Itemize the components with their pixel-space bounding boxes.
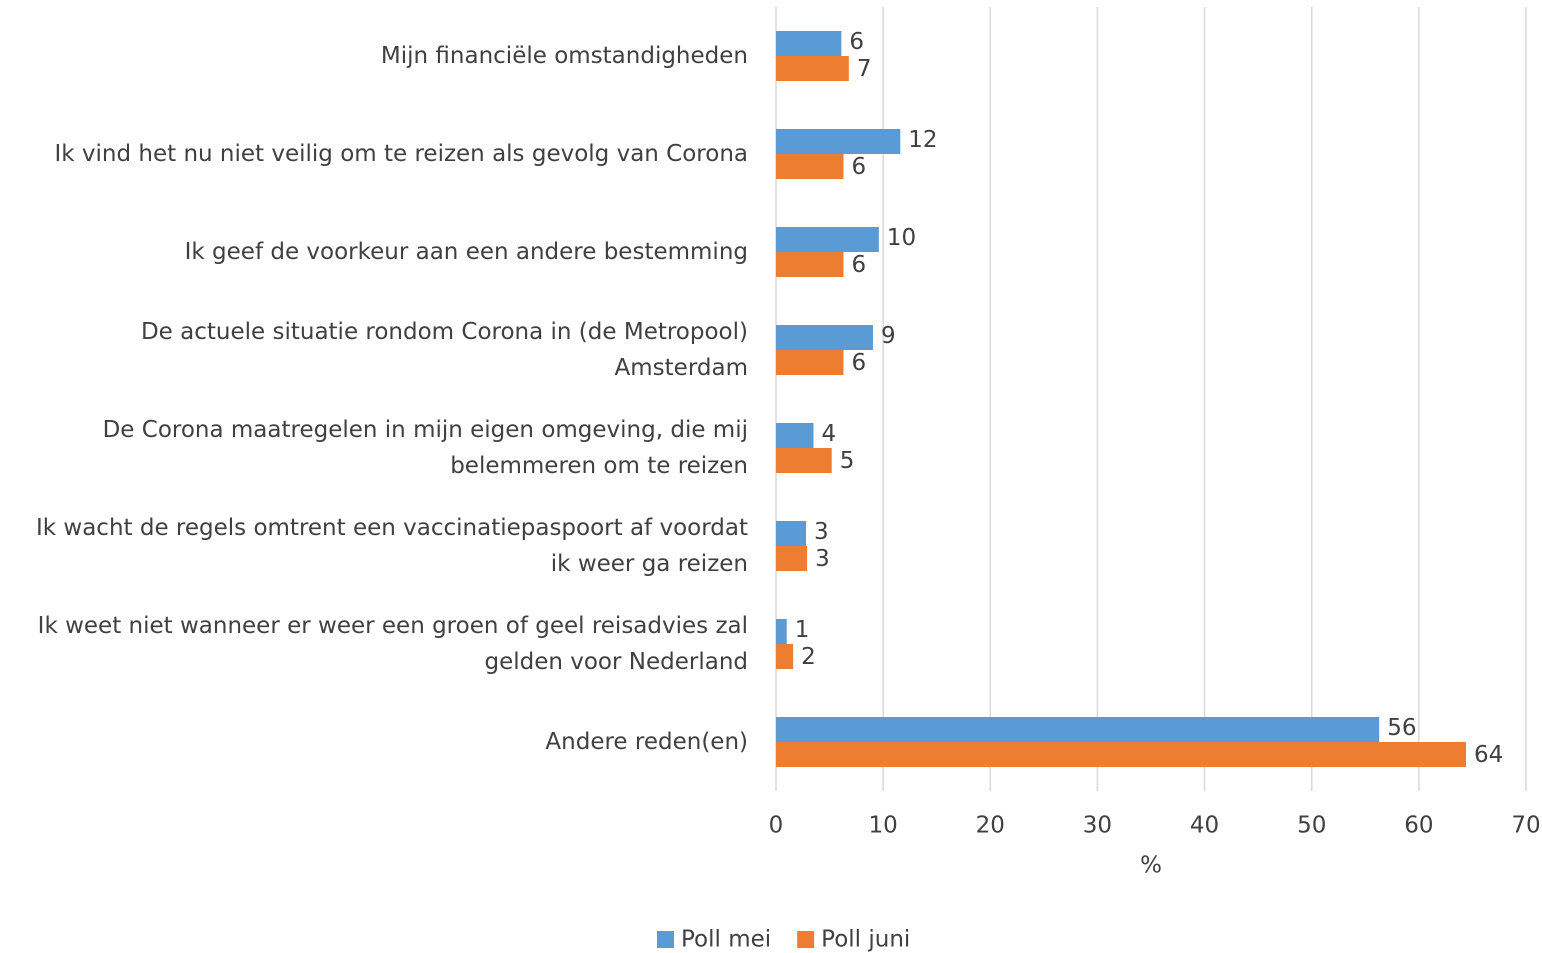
y-tick-label-line: gelden voor Nederland <box>484 649 748 675</box>
x-tick-label: 20 <box>976 813 1005 839</box>
bar <box>776 154 844 179</box>
legend-label: Poll mei <box>681 927 771 953</box>
y-tick-label: Andere reden(en) <box>545 729 748 755</box>
y-tick-label-line: De actuele situatie rondom Corona in (de… <box>141 319 748 345</box>
x-tick-label: 70 <box>1511 813 1540 839</box>
bar <box>776 252 844 277</box>
y-tick-label: De actuele situatie rondom Corona in (de… <box>141 319 748 381</box>
x-tick-label: 50 <box>1297 813 1326 839</box>
x-tick-label: 10 <box>869 813 898 839</box>
data-label: 3 <box>814 519 829 545</box>
data-label: 6 <box>849 29 864 55</box>
bar <box>776 546 808 571</box>
x-tick-label: 60 <box>1404 813 1433 839</box>
bar <box>776 742 1466 767</box>
bar <box>776 521 806 546</box>
y-tick-label-line: Ik wacht de regels omtrent een vaccinati… <box>36 515 748 541</box>
y-tick-label-line: Mijn financiële omstandigheden <box>381 43 748 69</box>
y-tick-label-line: Ik vind het nu niet veilig om te reizen … <box>54 141 748 167</box>
x-tick-label: 40 <box>1190 813 1219 839</box>
y-tick-label-line: Andere reden(en) <box>545 729 748 755</box>
data-label: 12 <box>908 127 937 153</box>
y-tick-label-line: belemmeren om te reizen <box>450 453 748 479</box>
y-tick-label: Ik wacht de regels omtrent een vaccinati… <box>36 515 748 577</box>
data-label: 6 <box>852 350 867 376</box>
y-tick-label: Ik geef de voorkeur aan een andere beste… <box>185 239 748 265</box>
y-tick-label-line: Amsterdam <box>615 355 748 381</box>
bar <box>776 717 1380 742</box>
bar <box>776 448 832 473</box>
y-tick-label: Ik vind het nu niet veilig om te reizen … <box>54 141 748 167</box>
data-label: 56 <box>1387 715 1416 741</box>
x-axis-title: % <box>1140 853 1162 879</box>
y-tick-label: Ik weet niet wanneer er weer een groen o… <box>38 613 748 675</box>
data-label: 9 <box>881 323 896 349</box>
bar <box>776 619 787 644</box>
y-tick-label-line: Ik geef de voorkeur aan een andere beste… <box>185 239 748 265</box>
data-label: 5 <box>840 448 855 474</box>
bar <box>776 423 814 448</box>
y-tick-label: Mijn financiële omstandigheden <box>381 43 748 69</box>
y-tick-label-line: De Corona maatregelen in mijn eigen omge… <box>103 417 748 443</box>
data-label: 3 <box>815 546 830 572</box>
y-tick-label-line: Ik weet niet wanneer er weer een groen o… <box>38 613 748 639</box>
bar <box>776 56 849 81</box>
x-tick-label: 30 <box>1083 813 1112 839</box>
data-label: 7 <box>857 56 872 82</box>
y-tick-label-line: ik weer ga reizen <box>551 551 748 577</box>
bar <box>776 350 844 375</box>
bar <box>776 325 873 350</box>
data-label: 4 <box>822 421 837 447</box>
data-label: 6 <box>852 252 867 278</box>
data-label: 64 <box>1474 742 1503 768</box>
data-label: 6 <box>852 154 867 180</box>
y-tick-label: De Corona maatregelen in mijn eigen omge… <box>103 417 748 479</box>
legend-swatch <box>797 931 815 948</box>
bar <box>776 644 794 669</box>
legend-label: Poll juni <box>821 927 910 953</box>
data-label: 2 <box>801 644 816 670</box>
data-label: 1 <box>795 617 810 643</box>
bar <box>776 227 879 252</box>
x-tick-label: 0 <box>769 813 784 839</box>
bar <box>776 31 842 56</box>
legend-swatch <box>657 931 674 948</box>
data-label: 10 <box>887 225 916 251</box>
bar <box>776 129 901 154</box>
